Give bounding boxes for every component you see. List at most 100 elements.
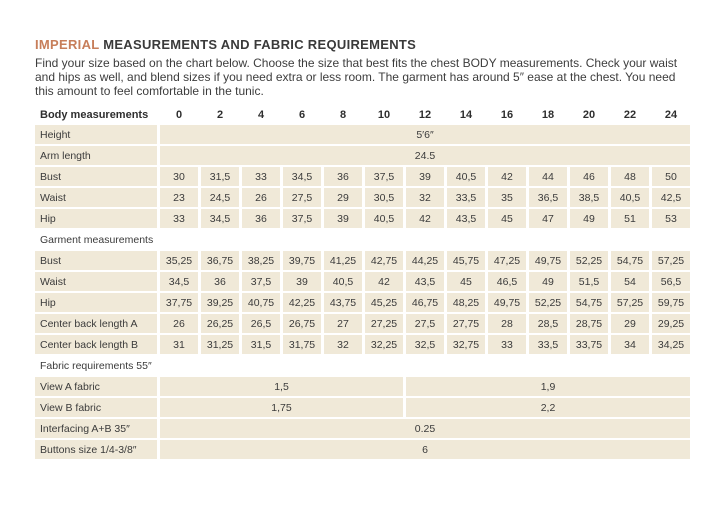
value-cell: 42: [365, 272, 403, 291]
value-cell: 32,25: [365, 335, 403, 354]
document-content: IMPERIAL MEASUREMENTS AND FABRIC REQUIRE…: [35, 30, 690, 459]
value-cell: 27,5: [406, 314, 444, 333]
size-column-header: 10: [365, 106, 403, 123]
value-cell: 40,75: [242, 293, 280, 312]
value-cell: 43,5: [406, 272, 444, 291]
value-cell: 26: [160, 314, 198, 333]
row-label: Interfacing A+B 35″: [35, 419, 157, 438]
value-cell: 31,75: [283, 335, 321, 354]
value-cell: 23: [160, 188, 198, 207]
value-cell: 51,5: [570, 272, 608, 291]
value-cell: 36,5: [529, 188, 567, 207]
value-cell: 35: [488, 188, 526, 207]
row-label: Height: [35, 125, 157, 144]
value-cell: 52,25: [529, 293, 567, 312]
size-column-header: 14: [447, 106, 485, 123]
value-cell: 30,5: [365, 188, 403, 207]
value-cell: 34: [611, 335, 649, 354]
value-cell: 42,25: [283, 293, 321, 312]
value-cell: 40,5: [611, 188, 649, 207]
page-title: IMPERIAL MEASUREMENTS AND FABRIC REQUIRE…: [35, 37, 690, 52]
value-cell: 54,75: [570, 293, 608, 312]
size-column-header: 8: [324, 106, 362, 123]
value-cell: 31,5: [201, 167, 239, 186]
value-cell: 28,5: [529, 314, 567, 333]
value-cell: 38,25: [242, 251, 280, 270]
value-cell: 29: [324, 188, 362, 207]
value-cell: 24,5: [201, 188, 239, 207]
value-cell: 28,75: [570, 314, 608, 333]
row-label: Waist: [35, 272, 157, 291]
row-label: Hip: [35, 209, 157, 228]
merged-value-cell: 0.25: [160, 419, 690, 438]
value-cell: 32: [324, 335, 362, 354]
value-cell: 46,5: [488, 272, 526, 291]
value-cell: 27,5: [283, 188, 321, 207]
value-cell: 57,25: [652, 251, 690, 270]
value-cell: 31: [160, 335, 198, 354]
row-label: Hip: [35, 293, 157, 312]
value-cell: 37,5: [242, 272, 280, 291]
row-label: Center back length B: [35, 335, 157, 354]
value-cell: 28: [488, 314, 526, 333]
value-cell: 51: [611, 209, 649, 228]
size-column-header: 6: [283, 106, 321, 123]
row-label: View A fabric: [35, 377, 157, 396]
value-cell: 45: [488, 209, 526, 228]
row-label: Bust: [35, 167, 157, 186]
value-cell: 42: [406, 209, 444, 228]
value-cell: 26,25: [201, 314, 239, 333]
value-cell: 37,75: [160, 293, 198, 312]
value-cell: 33: [242, 167, 280, 186]
size-column-header: 24: [652, 106, 690, 123]
row-label: Bust: [35, 251, 157, 270]
size-column-header: 0: [160, 106, 198, 123]
value-cell: 39: [283, 272, 321, 291]
value-cell: 39: [406, 167, 444, 186]
value-cell: 29,25: [652, 314, 690, 333]
value-cell: 33,75: [570, 335, 608, 354]
value-cell: 48: [611, 167, 649, 186]
column-header-label: Body measurements: [35, 106, 157, 123]
value-cell: 49: [529, 272, 567, 291]
value-cell: 34,25: [652, 335, 690, 354]
value-cell: 56,5: [652, 272, 690, 291]
value-cell: 57,25: [611, 293, 649, 312]
value-cell: 53: [652, 209, 690, 228]
value-cell: 44: [529, 167, 567, 186]
merged-value-cell: 6: [160, 440, 690, 459]
value-cell: 40,5: [365, 209, 403, 228]
row-label: Buttons size 1/4-3/8″: [35, 440, 157, 459]
merged-value-cell: 24.5: [160, 146, 690, 165]
measurement-table: Body measurements 0 2 4 6 8 10 12 14 16 18 20 22 24 He…: [35, 106, 690, 459]
value-cell: 33: [160, 209, 198, 228]
value-cell: 45,25: [365, 293, 403, 312]
value-cell: 32: [406, 188, 444, 207]
value-cell: 36,75: [201, 251, 239, 270]
size-column-header: 22: [611, 106, 649, 123]
value-cell: 35,25: [160, 251, 198, 270]
size-column-header: 18: [529, 106, 567, 123]
row-label: View B fabric: [35, 398, 157, 417]
value-cell: 37,5: [283, 209, 321, 228]
value-cell: 42,5: [652, 188, 690, 207]
value-cell: 26,75: [283, 314, 321, 333]
value-cell: 59,75: [652, 293, 690, 312]
value-cell: 49: [570, 209, 608, 228]
merged-value-cell: 1,9: [406, 377, 690, 396]
value-cell: 33: [488, 335, 526, 354]
value-cell: 27,25: [365, 314, 403, 333]
value-cell: 40,5: [447, 167, 485, 186]
value-cell: 42: [488, 167, 526, 186]
value-cell: 29: [611, 314, 649, 333]
value-cell: 50: [652, 167, 690, 186]
page-title-highlight: IMPERIAL: [35, 37, 100, 52]
row-label: Waist: [35, 188, 157, 207]
value-cell: 39,75: [283, 251, 321, 270]
merged-value-cell: 1,75: [160, 398, 403, 417]
value-cell: 34,5: [283, 167, 321, 186]
value-cell: 43,75: [324, 293, 362, 312]
merged-value-cell: 5′6″: [160, 125, 690, 144]
value-cell: 26: [242, 188, 280, 207]
value-cell: 40,5: [324, 272, 362, 291]
